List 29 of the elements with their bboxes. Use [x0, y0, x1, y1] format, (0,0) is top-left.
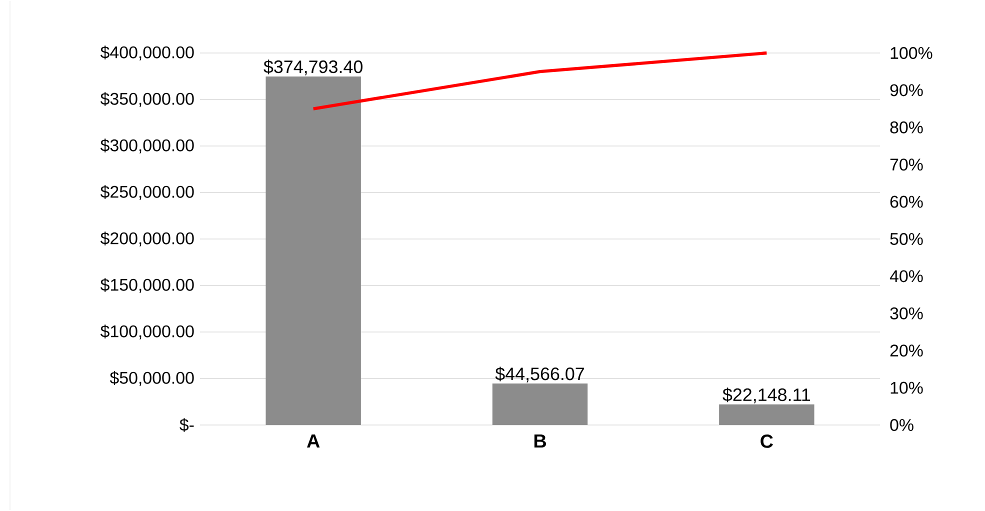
y2-tick-label: 80%: [890, 121, 923, 134]
y-tick-label: $200,000.00: [100, 232, 194, 246]
data-label: $44,566.07: [495, 366, 584, 382]
y2-tick-label: 100%: [890, 46, 932, 59]
x-tick-label: C: [760, 434, 773, 448]
x-tick-label: B: [534, 434, 546, 448]
y2-tick-label: 90%: [890, 84, 923, 96]
data-label: $22,148.11: [722, 388, 810, 404]
bar: [719, 404, 814, 425]
bar: [266, 76, 361, 425]
y-tick-label: $-: [180, 418, 194, 432]
y-tick-label: $300,000.00: [100, 138, 194, 154]
y2-tick-label: 60%: [890, 196, 923, 208]
y-tick-label: $250,000.00: [100, 185, 194, 200]
y2-tick-label: 70%: [890, 158, 923, 171]
y2-tick-label: 50%: [890, 233, 923, 245]
y-tick-label: $350,000.00: [100, 92, 194, 107]
data-label: $374,793.40: [264, 60, 362, 76]
x-tick-label: A: [306, 434, 320, 448]
y2-tick-label: 30%: [890, 307, 923, 320]
y-tick-label: $50,000.00: [110, 371, 194, 386]
y2-tick-label: 20%: [890, 344, 923, 357]
y-tick-label: $150,000.00: [100, 278, 194, 293]
y2-tick-label: 40%: [890, 270, 923, 282]
y2-tick-label: 0%: [890, 419, 914, 431]
bar: [492, 384, 588, 425]
y-tick-label: $100,000.00: [100, 324, 194, 340]
y2-tick-label: 10%: [890, 382, 923, 394]
y-tick-label: $400,000.00: [100, 46, 194, 60]
